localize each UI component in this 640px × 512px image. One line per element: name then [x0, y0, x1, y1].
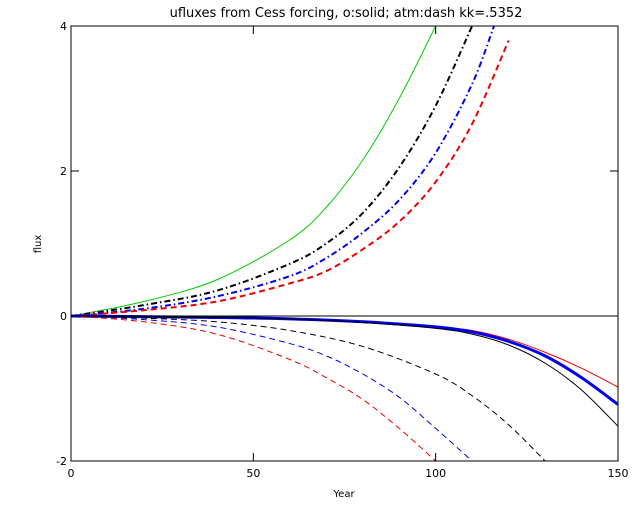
x-axis-label: Year	[332, 489, 355, 500]
series-line-1	[71, 26, 437, 317]
x-axis: 0 50 100 150	[68, 26, 629, 480]
series-line-9	[71, 315, 473, 461]
y-tick-label: 0	[60, 310, 67, 323]
series-layer	[71, 26, 618, 461]
series-line-8	[71, 315, 546, 461]
series-line-3	[71, 26, 495, 317]
x-tick-label: 50	[246, 467, 260, 480]
x-tick-label: 0	[68, 467, 75, 480]
y-tick-label: 2	[60, 165, 67, 178]
series-line-6	[71, 314, 618, 406]
series-line-7	[71, 315, 618, 427]
x-tick-label: 100	[425, 467, 446, 480]
series-line-2	[71, 26, 474, 317]
y-tick-label: -2	[56, 455, 67, 468]
y-axis-label: flux	[33, 235, 44, 254]
y-tick-label: 4	[60, 20, 67, 33]
series-line-10	[71, 315, 437, 461]
plot-frame	[70, 25, 619, 462]
series-line-4	[71, 40, 510, 317]
chart-title: ufluxes from Cess forcing, o:solid; atm:…	[170, 6, 523, 21]
x-tick-label: 150	[608, 467, 629, 480]
y-axis: -2 0 2 4	[56, 20, 618, 468]
